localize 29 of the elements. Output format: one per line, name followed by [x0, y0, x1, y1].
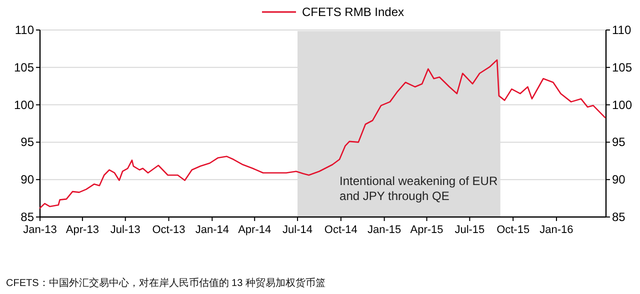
text: CFETS：中国外汇交易中心，对在岸人民币估值的 13 种贸易加权货币篮	[6, 277, 326, 289]
x-tick-label: Apr-15	[410, 224, 444, 236]
x-tick-label: Jan-14	[195, 224, 229, 236]
y2-tick-label: 105	[612, 60, 632, 74]
x-tick-label: Oct-14	[324, 224, 358, 236]
y2-tick-label: 85	[612, 210, 626, 224]
x-tick-label: Oct-15	[496, 224, 530, 236]
y-tick-label: 90	[20, 172, 34, 187]
x-tick-label: Jan-15	[367, 224, 402, 236]
x-tick-label: Oct-13	[152, 224, 186, 236]
y-tick-label: 105	[14, 60, 34, 74]
x-tick-label: Jul-15	[454, 224, 485, 236]
y2-tick-label: 95	[612, 135, 626, 150]
y2-tick-label: 90	[612, 172, 626, 187]
legend-label: CFETS RMB Index	[302, 5, 404, 19]
x-tick-label: Apr-14	[238, 224, 272, 236]
y2-tick-label: 110	[612, 23, 632, 37]
x-tick-label: Apr-13	[66, 224, 99, 236]
y-tick-label: 95	[20, 135, 34, 150]
x-tick-label: Jan-16	[540, 224, 574, 236]
line-series	[39, 59, 606, 209]
x-tick-label: Jan-13	[23, 224, 57, 236]
y-tick-label: 100	[14, 98, 34, 112]
x-tick-label: Jul-13	[110, 224, 140, 236]
y2-tick-label: 100	[612, 98, 632, 112]
y-tick-label: 85	[20, 210, 34, 224]
band-label: Intentional weakening of EUR and JPY through QE	[340, 174, 498, 203]
y-tick-label: 110	[14, 23, 34, 37]
x-tick-label: Jul-14	[282, 224, 313, 236]
